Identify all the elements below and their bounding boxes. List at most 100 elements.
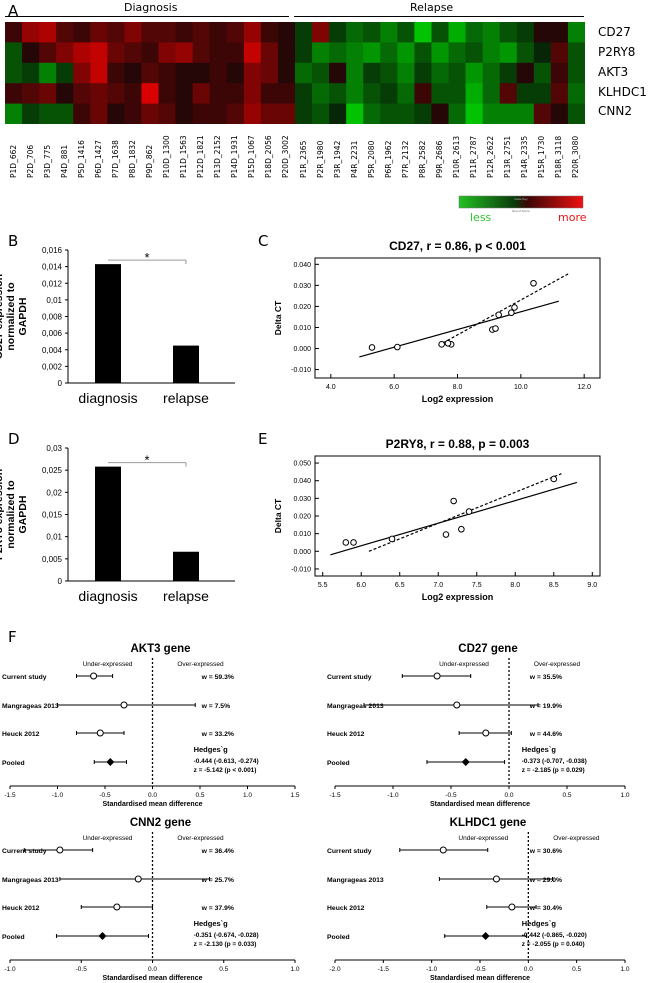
pooled-z-text: z = -2.130 (p = 0.033)	[194, 941, 257, 948]
data-point	[388, 535, 396, 543]
hedges-label: Hedges`g	[194, 919, 229, 928]
heatmap-cell	[550, 22, 569, 43]
x-tick-label: 6.0	[356, 582, 366, 589]
heatmap-cell	[158, 22, 176, 43]
heatmap-cell	[90, 83, 108, 104]
heatmap-cell	[499, 62, 518, 84]
x-tick-label: -1.5	[329, 792, 341, 799]
data-point	[350, 539, 357, 546]
x-tick-label: -1.0	[387, 792, 399, 799]
y-tick-label: 0,015	[42, 511, 63, 520]
heatmap-cell	[363, 22, 381, 43]
study-weight: w = 59.3%	[201, 674, 234, 681]
study-weight: w = 44.6%	[529, 731, 562, 738]
x-tick-label: -0.5	[474, 966, 486, 973]
y-tick-label: 0,002	[42, 362, 63, 371]
y-tick-label: 0.030	[293, 283, 311, 290]
heatmap-cell	[107, 62, 125, 84]
heatmap-cell	[414, 42, 432, 64]
x-category-label: relapse	[163, 588, 209, 604]
heatmap-cell	[5, 62, 23, 84]
x-tick-label: -0.5	[445, 792, 457, 799]
x-axis-label: Log2 expression	[422, 592, 494, 602]
heatmap-cell	[414, 103, 432, 124]
y-tick-label: 0.010	[293, 531, 311, 538]
heatmap-cell	[226, 42, 245, 64]
heatmap-cell	[243, 103, 262, 124]
heatmap-cell	[482, 103, 501, 124]
heatmap-cell	[312, 83, 330, 104]
sample-label: P7R_2132	[400, 140, 410, 178]
heatmap-cell	[550, 83, 569, 104]
panel-letter-c: C	[258, 232, 269, 250]
heatmap-cell	[158, 42, 176, 64]
heatmap-cell	[5, 83, 23, 104]
study-name: Heuck 2012	[2, 905, 40, 912]
y-tick-label: 0,01	[46, 533, 62, 542]
heatmap-cell	[465, 103, 484, 124]
x-tick-label: 0.5	[562, 792, 571, 799]
heatmap-cell	[141, 83, 159, 104]
x-tick-label: 5.5	[318, 582, 328, 589]
y-tick-label: 0.000	[293, 346, 311, 353]
heatmap-cell	[277, 83, 296, 104]
data-point	[492, 325, 499, 332]
y-tick-label: -0.010	[291, 566, 311, 573]
heatmap-cell	[465, 62, 484, 84]
heatmap-cell	[346, 22, 364, 43]
pooled-ci-text: -0.444 (-0.613, -0.274)	[194, 758, 259, 765]
heatmap-cell	[533, 103, 552, 124]
data-point	[342, 539, 350, 546]
heatmap-cell	[550, 42, 569, 64]
data-point	[442, 531, 450, 538]
sample-label: P5R_2080	[366, 140, 376, 178]
x-tick-label: -1.5	[4, 792, 16, 799]
heatmap-cell	[516, 103, 535, 124]
heatmap-cell	[107, 103, 125, 124]
sample-label: P12R_2622	[486, 135, 496, 178]
pooled-z-text: z = -2.055 (p = 0.040)	[522, 941, 585, 948]
chart-title: P2RY8, r = 0.88, p = 0.003	[386, 437, 530, 451]
study-name: Heuck 2012	[327, 731, 365, 738]
y-tick-label: 0.000	[293, 549, 311, 556]
point-estimate	[508, 903, 516, 911]
color-key-bar	[458, 195, 584, 209]
x-tick-label: -1.0	[52, 792, 64, 799]
forest-title: AKT3 gene	[130, 643, 190, 655]
sample-label: P6R_1962	[383, 140, 393, 178]
heatmap-cell	[397, 83, 415, 104]
heatmap-cell	[329, 42, 347, 64]
y-tick-label: 0	[58, 379, 63, 388]
heatmap-cell	[516, 83, 535, 104]
data-point	[511, 304, 518, 311]
x-axis-label: Standardised mean difference	[430, 801, 530, 808]
x-tick-label: 10.0	[514, 384, 528, 391]
heatmap-cell	[482, 62, 501, 84]
x-tick-label: 4.0	[326, 384, 336, 391]
sample-label: P11D_1563	[179, 135, 189, 178]
sample-label: P18D_2056	[264, 135, 274, 178]
heatmap-cell	[73, 42, 91, 64]
y-axis-label: CD27 expressionnormalized toGAPDH	[0, 274, 29, 359]
heatmap-cell	[329, 22, 347, 43]
x-tick-label: -1.5	[378, 966, 390, 973]
point-estimate	[113, 903, 121, 911]
heatmap-cell	[363, 103, 381, 124]
x-tick-label: -1.0	[426, 966, 438, 973]
study-weight: w = 35.5%	[529, 674, 562, 681]
y-tick-label: 0,008	[42, 313, 63, 322]
heatmap-cell	[312, 103, 330, 124]
heatmap-cell	[414, 22, 432, 43]
bar-chart-cd27: 0 0,002 0,004 0,006 0,008 0,01 0,012 0,014 0,016…	[0, 246, 235, 406]
study-name: Heuck 2012	[2, 731, 40, 738]
sample-label: P13R_2751	[503, 135, 513, 178]
sample-label: P2D_706	[25, 144, 35, 178]
heatmap-cell	[329, 83, 347, 104]
sample-label: P1D_662	[8, 144, 18, 178]
point-estimate	[90, 672, 98, 680]
heatmap-cell	[209, 103, 228, 124]
heatmap-cell	[499, 83, 518, 104]
heatmap-cell	[124, 83, 142, 104]
heatmap-cell	[567, 103, 585, 124]
y-axis-label: P2RY8 expressionnormalized toGAPDH	[0, 469, 29, 560]
